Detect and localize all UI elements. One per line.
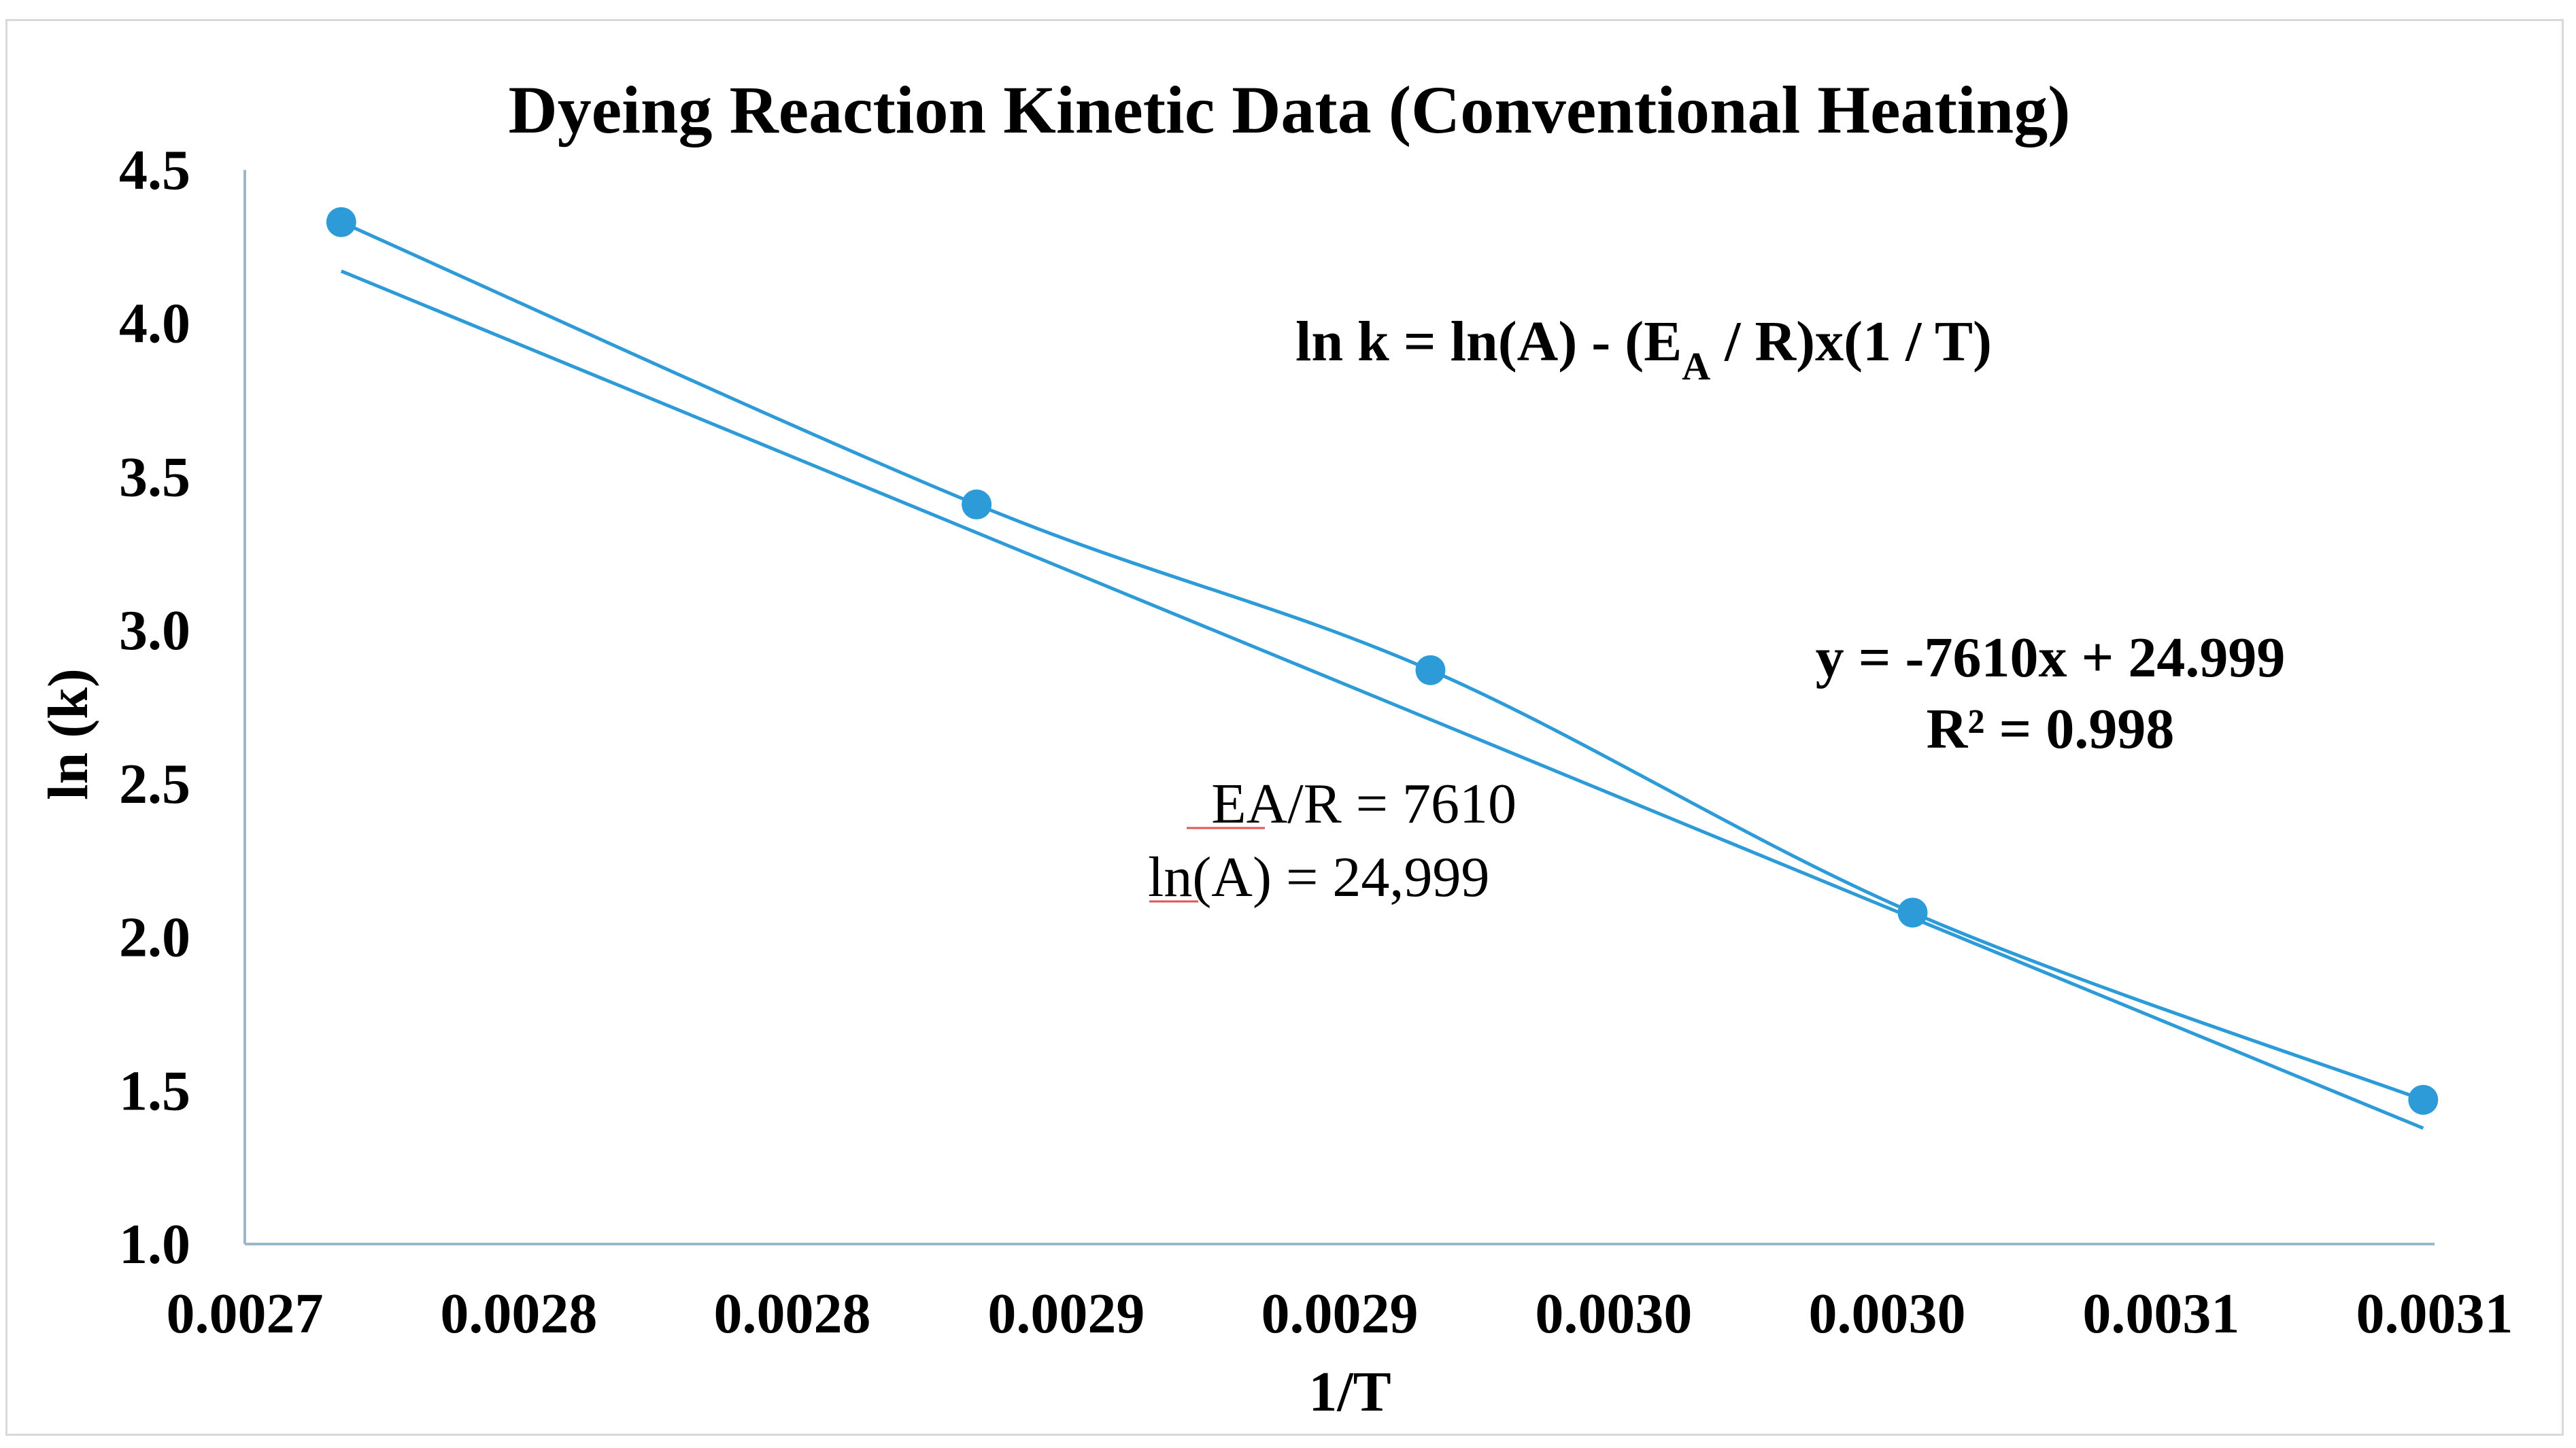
data-point xyxy=(1897,897,1928,928)
data-point xyxy=(326,207,356,237)
x-tick-label: 0.0031 xyxy=(2082,1282,2239,1345)
x-tick-label: 0.0027 xyxy=(167,1282,324,1345)
x-axis-title: 1/T xyxy=(1308,1360,1391,1424)
chart-title: Dyeing Reaction Kinetic Data (Convention… xyxy=(508,72,2070,148)
trendline-equation: y = -7610x + 24.999 xyxy=(1816,626,2286,689)
y-tick-label: 4.5 xyxy=(119,139,190,202)
x-tick-label: 0.0029 xyxy=(1261,1282,1419,1345)
trendline xyxy=(340,269,2424,1130)
y-tick-label: 4.0 xyxy=(119,292,190,356)
y-tick-labels: 1.0 1.5 2.0 2.5 3.0 3.5 4.0 4.5 xyxy=(119,139,190,1276)
axes xyxy=(243,170,2435,1245)
ln-a-annotation: ln(A) = 24,999 xyxy=(1148,846,1489,909)
y-axis-title: ln (k) xyxy=(37,668,100,800)
formula-annotation: ln k = ln(A) - (EA / R)x(1 / T) xyxy=(1295,310,1992,388)
x-tick-label: 0.0031 xyxy=(2356,1282,2513,1345)
y-tick-label: 2.5 xyxy=(119,753,190,816)
y-tick-label: 1.0 xyxy=(119,1213,190,1276)
x-tick-label: 0.0028 xyxy=(440,1282,597,1345)
series-layer xyxy=(326,207,2439,1130)
y-tick-label: 2.0 xyxy=(119,906,190,969)
x-tick-labels: 0.0027 0.0028 0.0028 0.0029 0.0029 0.0030 0.00… xyxy=(167,1282,2513,1345)
y-tick-label: 3.0 xyxy=(119,599,190,662)
data-point xyxy=(2408,1084,2439,1115)
chart-frame xyxy=(5,19,2564,1436)
x-tick-label: 0.0030 xyxy=(1809,1282,1966,1345)
data-point xyxy=(1415,655,1446,685)
y-tick-label: 1.5 xyxy=(119,1059,190,1122)
y-tick-label: 3.5 xyxy=(119,445,190,508)
x-tick-label: 0.0029 xyxy=(987,1282,1145,1345)
ea-r-annotation: EA/R = 7610 xyxy=(1211,772,1516,835)
data-point xyxy=(962,489,992,520)
trendline-r2: R² = 0.998 xyxy=(1927,697,2175,761)
x-tick-label: 0.0030 xyxy=(1535,1282,1692,1345)
x-tick-label: 0.0028 xyxy=(714,1282,871,1345)
